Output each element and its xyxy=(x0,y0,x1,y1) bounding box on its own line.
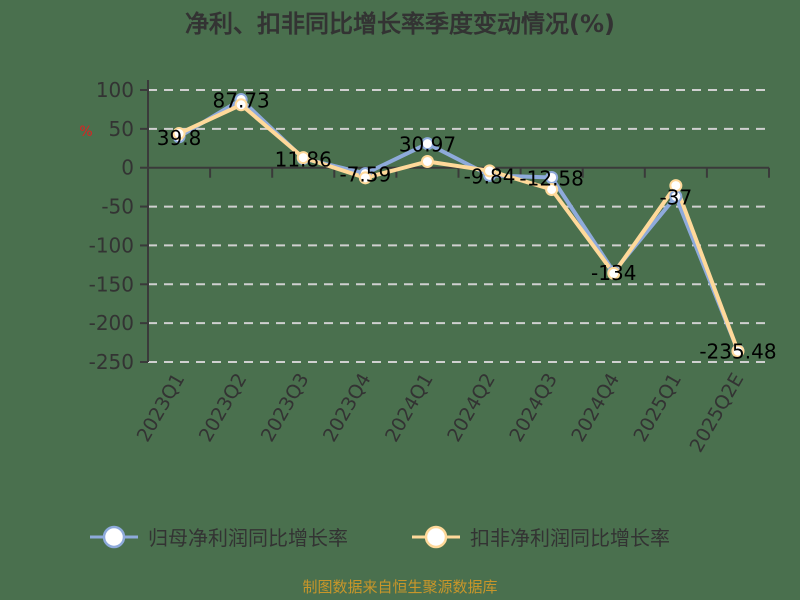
data-label: 30.97 xyxy=(399,133,456,157)
chart-title: 净利、扣非同比增长率季度变动情况(%) xyxy=(185,10,615,38)
data-source-note: 制图数据来自恒生聚源数据库 xyxy=(302,578,497,596)
y-tick-label: 0 xyxy=(121,156,134,180)
y-tick-label: -50 xyxy=(101,195,134,219)
data-label: -12.58 xyxy=(519,166,583,190)
y-tick-label: -250 xyxy=(89,350,134,374)
data-label: 39.8 xyxy=(157,126,202,150)
legend: 归母净利润同比增长率 扣非净利润同比增长率 xyxy=(90,525,670,550)
data-label: -7.59 xyxy=(339,163,391,187)
x-tick-label: 2025Q2E xyxy=(686,370,749,457)
data-point[interactable] xyxy=(483,164,497,178)
data-point[interactable] xyxy=(545,182,559,196)
data-point[interactable] xyxy=(607,266,621,280)
data-label: -9.84 xyxy=(464,164,516,188)
data-label: 87.73 xyxy=(213,89,270,113)
series-line xyxy=(178,97,740,352)
y-axis: 100 50 0 -50 -100 -150 -200 -250 xyxy=(89,78,149,374)
grid-lines xyxy=(148,89,769,363)
y-tick-label: -150 xyxy=(89,272,134,296)
legend-marker-icon xyxy=(102,525,126,549)
x-tick-label: 2023Q3 xyxy=(257,370,314,446)
x-tick-label: 2024Q4 xyxy=(567,370,624,446)
series-line xyxy=(178,102,740,352)
data-point[interactable] xyxy=(731,344,745,358)
data-point[interactable] xyxy=(420,137,434,151)
series-lines xyxy=(172,93,745,358)
x-tick-label: 2023Q1 xyxy=(133,370,190,446)
data-point[interactable] xyxy=(420,154,434,168)
legend-item-parent-net-profit[interactable]: 归母净利润同比增长率 xyxy=(90,525,348,550)
legend-label: 归母净利润同比增长率 xyxy=(148,526,348,550)
legend-marker-icon xyxy=(424,525,448,549)
y-tick-label: -100 xyxy=(89,233,134,257)
x-tick-label: 2024Q1 xyxy=(381,370,438,446)
data-label: -37 xyxy=(660,185,693,209)
data-point[interactable] xyxy=(172,127,186,141)
data-point[interactable] xyxy=(669,179,683,193)
y-axis-unit: % xyxy=(79,124,92,140)
data-point[interactable] xyxy=(234,98,248,112)
y-tick-label: 100 xyxy=(96,78,134,102)
x-tick-label: 2025Q1 xyxy=(629,370,686,446)
data-label: -134 xyxy=(591,261,636,285)
data-point[interactable] xyxy=(296,151,310,165)
x-tick-label: 2023Q4 xyxy=(319,370,376,446)
data-point[interactable] xyxy=(358,171,372,185)
legend-label: 扣非净利润同比增长率 xyxy=(470,526,670,550)
x-tick-label: 2023Q2 xyxy=(195,370,252,446)
x-tick-label: 2024Q3 xyxy=(505,370,562,446)
x-axis: 2023Q1 2023Q2 2023Q3 2023Q4 2024Q1 2024Q2 2024… xyxy=(133,166,770,457)
legend-item-deducted-net-profit[interactable]: 扣非净利润同比增长率 xyxy=(412,525,670,550)
data-label: -235.48 xyxy=(699,340,776,364)
y-tick-label: -200 xyxy=(89,311,134,335)
y-tick-label: 50 xyxy=(109,117,134,141)
x-tick-label: 2024Q2 xyxy=(443,370,500,446)
data-label: 11.86 xyxy=(275,147,332,171)
data-labels: 39.8 87.73 11.86 -7.59 30.97 -9.84 -12.58 -134 -… xyxy=(157,89,777,364)
